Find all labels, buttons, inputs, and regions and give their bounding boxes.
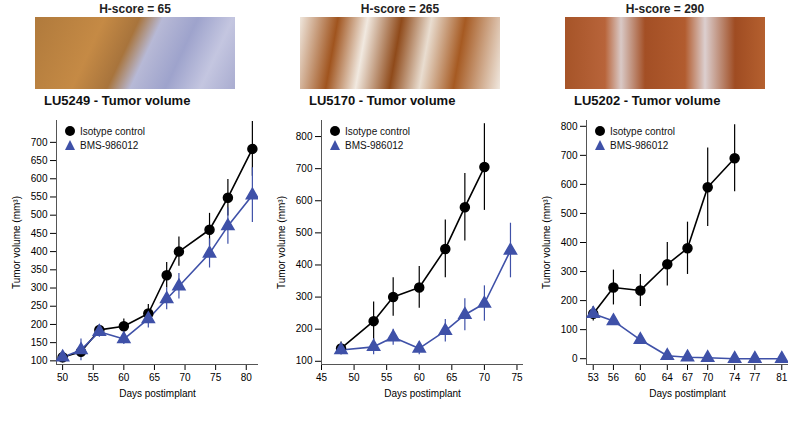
svg-text:45: 45 [316, 372, 328, 383]
html-text:BMS-986012: BMS-986012 [80, 139, 139, 151]
svg-text:250: 250 [31, 300, 48, 311]
svg-text:50: 50 [349, 372, 361, 383]
svg-text:65: 65 [446, 372, 458, 383]
svg-text:800: 800 [296, 131, 313, 142]
svg-text:56: 56 [608, 372, 620, 383]
svg-text:Tumor volume (mm³): Tumor volume (mm³) [11, 196, 22, 289]
svg-text:0: 0 [572, 353, 578, 364]
svg-text:350: 350 [31, 264, 48, 275]
html-text:Isotype control: Isotype control [80, 125, 145, 137]
svg-text:500: 500 [31, 209, 48, 220]
svg-text:67: 67 [682, 372, 694, 383]
svg-text:100: 100 [561, 324, 578, 335]
svg-text:Days postimplant: Days postimplant [649, 388, 726, 399]
svg-text:700: 700 [296, 163, 313, 174]
html-text:Isotype control: Isotype control [610, 125, 675, 137]
html-text:H-score = 265: H-score = 265 [360, 2, 440, 16]
svg-text:700: 700 [31, 137, 48, 148]
svg-text:500: 500 [296, 227, 313, 238]
svg-text:70: 70 [179, 372, 191, 383]
svg-text:60: 60 [118, 372, 130, 383]
svg-text:Days postimplant: Days postimplant [384, 388, 461, 399]
html-text:H-score = 290: H-score = 290 [625, 2, 705, 16]
svg-text:700: 700 [561, 150, 578, 161]
svg-text:74: 74 [729, 372, 741, 383]
svg-text:200: 200 [31, 319, 48, 330]
svg-text:300: 300 [31, 282, 48, 293]
svg-text:Tumor volume (mm³): Tumor volume (mm³) [276, 196, 287, 289]
svg-text:65: 65 [149, 372, 161, 383]
svg-text:77: 77 [749, 372, 761, 383]
svg-text:Tumor volume (mm³): Tumor volume (mm³) [541, 196, 552, 289]
html-text:BMS-986012: BMS-986012 [345, 139, 404, 151]
svg-text:70: 70 [702, 372, 714, 383]
svg-text:300: 300 [296, 291, 313, 302]
svg-text:800: 800 [561, 121, 578, 132]
svg-text:400: 400 [561, 237, 578, 248]
svg-text:80: 80 [241, 372, 253, 383]
html-text:H-score = 65: H-score = 65 [99, 2, 171, 16]
svg-text:50: 50 [57, 372, 69, 383]
svg-text:60: 60 [635, 372, 647, 383]
svg-text:53: 53 [588, 372, 600, 383]
svg-text:75: 75 [210, 372, 222, 383]
svg-text:81: 81 [776, 372, 788, 383]
svg-text:55: 55 [381, 372, 393, 383]
svg-text:600: 600 [296, 195, 313, 206]
svg-text:400: 400 [296, 259, 313, 270]
svg-text:650: 650 [31, 155, 48, 166]
svg-text:60: 60 [414, 372, 426, 383]
svg-text:500: 500 [561, 208, 578, 219]
svg-text:200: 200 [561, 295, 578, 306]
html-text:LU5249 - Tumor volume: LU5249 - Tumor volume [44, 93, 191, 108]
svg-text:100: 100 [31, 355, 48, 366]
svg-text:300: 300 [561, 266, 578, 277]
svg-text:600: 600 [31, 173, 48, 184]
svg-text:400: 400 [31, 246, 48, 257]
svg-text:55: 55 [88, 372, 100, 383]
svg-text:450: 450 [31, 228, 48, 239]
svg-text:200: 200 [296, 323, 313, 334]
svg-text:70: 70 [479, 372, 491, 383]
svg-text:Days postimplant: Days postimplant [119, 388, 196, 399]
svg-text:150: 150 [31, 337, 48, 348]
html-text:Isotype control: Isotype control [345, 125, 410, 137]
svg-text:75: 75 [511, 372, 523, 383]
html-text:LU5202 - Tumor volume: LU5202 - Tumor volume [574, 93, 721, 108]
svg-text:100: 100 [296, 355, 313, 366]
svg-text:600: 600 [561, 179, 578, 190]
svg-text:550: 550 [31, 191, 48, 202]
svg-text:64: 64 [662, 372, 674, 383]
html-text:LU5170 - Tumor volume: LU5170 - Tumor volume [309, 93, 456, 108]
html-text:BMS-986012: BMS-986012 [610, 139, 669, 151]
